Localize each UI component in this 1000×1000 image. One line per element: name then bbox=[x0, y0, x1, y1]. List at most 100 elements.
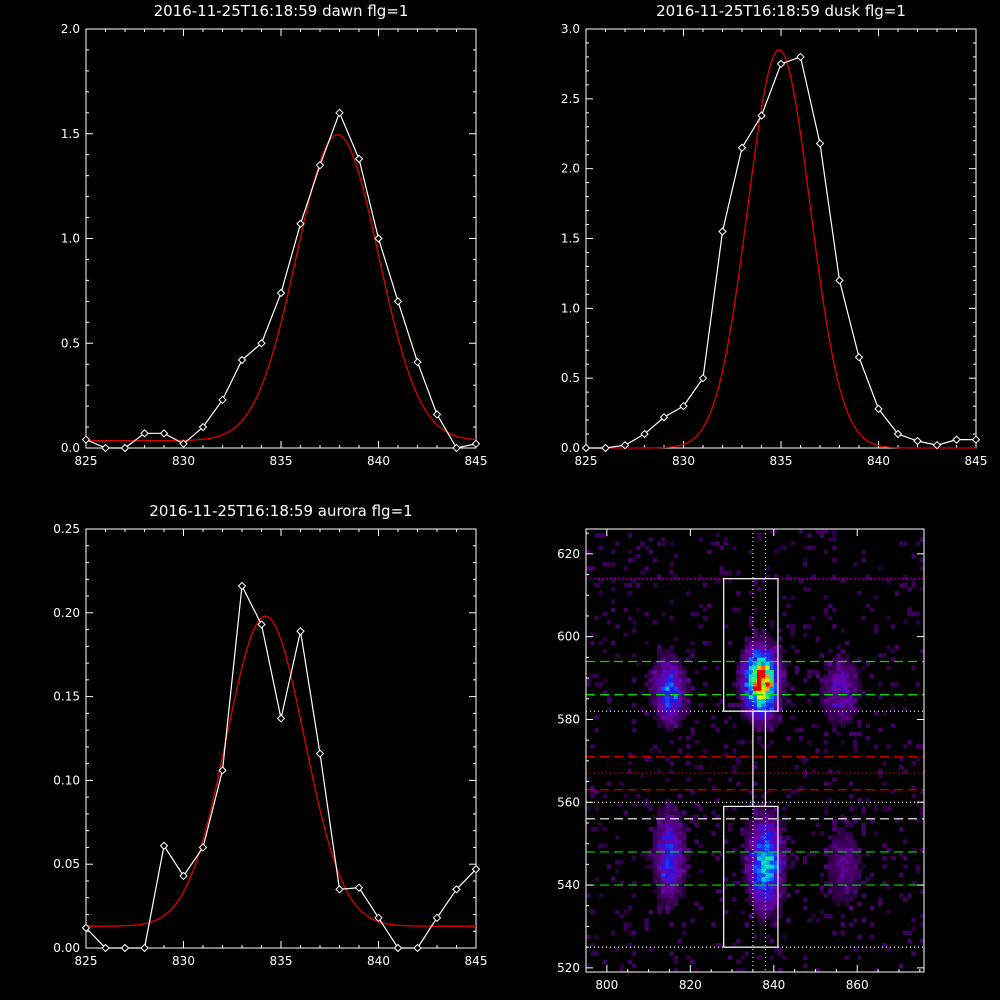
heatmap-cell bbox=[853, 806, 858, 811]
heatmap-cell bbox=[673, 653, 679, 658]
heatmap-cell bbox=[740, 678, 745, 683]
heatmap-cell bbox=[606, 707, 612, 712]
heatmap-cell bbox=[752, 760, 758, 766]
heatmap-cell bbox=[598, 533, 603, 538]
dusk-data-point bbox=[893, 429, 903, 439]
heatmap-cell bbox=[669, 657, 674, 662]
heatmap-cell bbox=[606, 698, 612, 704]
heatmap-cell bbox=[586, 934, 591, 940]
heatmap-cell bbox=[919, 938, 925, 944]
heatmap-cell bbox=[656, 644, 662, 650]
heatmap-cell bbox=[665, 831, 670, 836]
heatmap-cell bbox=[844, 822, 850, 828]
heatmap-cell bbox=[727, 702, 733, 708]
heatmap-cell bbox=[857, 856, 862, 861]
aurora-data-point bbox=[101, 943, 110, 953]
heatmap-cell bbox=[848, 690, 854, 695]
heatmap-cell bbox=[681, 686, 687, 691]
heatmap-cell bbox=[773, 702, 779, 708]
heatmap-cell bbox=[690, 649, 695, 654]
heatmap-cell bbox=[644, 566, 649, 571]
heatmap-cell bbox=[773, 665, 779, 671]
heatmap-cell bbox=[844, 702, 850, 708]
heatmap-cell bbox=[761, 715, 766, 720]
heatmap-cell bbox=[744, 818, 750, 824]
heatmap-cell bbox=[777, 690, 783, 695]
heatmap-cell bbox=[773, 827, 779, 832]
heatmap-cell bbox=[865, 798, 871, 803]
heatmap-cell bbox=[752, 781, 758, 786]
heatmap-cell bbox=[669, 851, 674, 857]
dawn-data-point bbox=[374, 234, 383, 243]
heatmap-cell bbox=[765, 880, 770, 886]
heatmap-cell bbox=[761, 868, 766, 873]
dawn-data-point bbox=[120, 443, 130, 453]
heatmap-cell bbox=[873, 967, 879, 973]
dusk-data-point bbox=[932, 440, 942, 450]
heatmap-cell bbox=[786, 574, 791, 579]
heatmap-cell bbox=[736, 673, 741, 679]
heatmap-cell bbox=[848, 678, 854, 683]
heatmap-cell bbox=[840, 827, 846, 832]
heatmap-cell bbox=[665, 665, 670, 671]
heatmap-cell bbox=[661, 669, 666, 675]
heatmap-cell bbox=[773, 814, 779, 820]
heatmap-cell bbox=[773, 549, 779, 555]
heatmap-cell bbox=[857, 901, 862, 907]
heatmap-cell bbox=[769, 669, 775, 675]
heatmap-cell bbox=[752, 711, 758, 716]
heatmap-cell bbox=[790, 541, 795, 546]
heatmap-cell bbox=[832, 723, 837, 729]
heatmap-cell bbox=[652, 715, 658, 720]
heatmap-cell bbox=[702, 814, 708, 820]
heatmap-cell bbox=[882, 856, 887, 861]
heatmap-cell bbox=[757, 918, 762, 923]
heatmap-cell bbox=[652, 582, 658, 588]
aurora-data-point bbox=[393, 943, 403, 953]
heatmap-cell bbox=[673, 715, 679, 720]
heatmap-cell bbox=[861, 831, 866, 836]
heatmap-cell bbox=[802, 760, 808, 766]
dusk-xtick-label: 840 bbox=[867, 454, 890, 468]
heatmap-cell bbox=[765, 789, 770, 795]
heatmap-cell bbox=[681, 922, 687, 927]
heatmap-cell bbox=[723, 744, 729, 749]
heatmap-cell bbox=[736, 686, 741, 691]
heatmap-cell bbox=[782, 661, 787, 666]
heatmap-cell bbox=[757, 665, 762, 671]
heatmap-cell bbox=[736, 591, 741, 596]
heatmap-cell bbox=[777, 843, 783, 849]
heatmap-cell bbox=[761, 864, 766, 869]
heatmap-cell bbox=[744, 822, 750, 828]
heatmap-cell bbox=[761, 723, 766, 729]
heatmap-cell bbox=[719, 545, 724, 550]
heatmap-cell bbox=[648, 698, 654, 704]
heatmap-cell bbox=[665, 905, 670, 911]
heatmap-cell bbox=[848, 847, 854, 853]
heatmap-cell bbox=[656, 661, 662, 666]
heatmap-cell bbox=[832, 690, 837, 695]
heatmap-cell bbox=[752, 909, 758, 915]
heatmap-cell bbox=[656, 818, 662, 824]
heatmap-cell bbox=[832, 669, 837, 675]
heatmap-cell bbox=[631, 653, 637, 658]
heatmap-cell bbox=[765, 690, 770, 695]
heatmap-cell bbox=[669, 682, 674, 687]
dawn-panel: 2016-11-25T16:18:59 dawn flg=1 825 830 835… bbox=[61, 2, 488, 468]
heatmap-cell bbox=[773, 947, 779, 952]
heatmap-cell bbox=[769, 694, 775, 700]
heatmap-cell bbox=[848, 793, 854, 799]
heatmap-cell bbox=[907, 740, 912, 745]
heatmap-cell bbox=[611, 930, 616, 936]
heatmap-cell bbox=[828, 665, 833, 671]
heatmap-cell bbox=[690, 959, 695, 965]
heatmap-cell bbox=[748, 843, 754, 849]
dusk-data-point bbox=[874, 404, 883, 414]
heatmap-cell bbox=[919, 847, 925, 853]
heatmap-cell bbox=[757, 843, 762, 849]
heatmap-cell bbox=[769, 860, 775, 865]
heatmap-cell bbox=[777, 719, 783, 724]
heatmap-cell bbox=[631, 628, 637, 633]
aurora-data-point bbox=[296, 627, 305, 636]
heatmap-cell bbox=[848, 835, 854, 840]
